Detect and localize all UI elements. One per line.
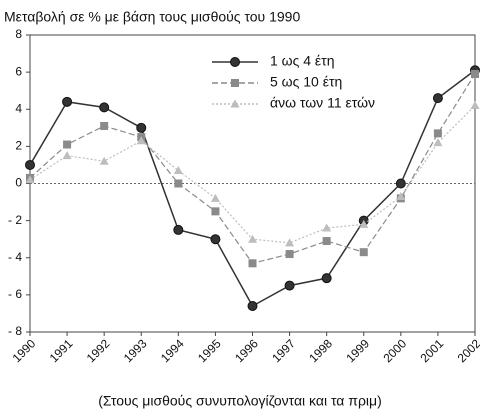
y-tick-label: 4 xyxy=(15,101,22,115)
chart-title: Μεταβολή σε % με βάση τους μισθούς του 1… xyxy=(4,9,300,25)
data-point xyxy=(100,121,109,130)
x-tick-label: 1998 xyxy=(306,336,335,365)
legend-label: 1 ως 4 έτη xyxy=(270,53,334,69)
data-point xyxy=(136,122,147,133)
legend-label: 5 ως 10 έτη xyxy=(270,74,342,90)
data-point xyxy=(321,273,332,284)
legend-marker xyxy=(231,79,239,87)
data-point xyxy=(470,101,480,110)
x-tick-label: 1995 xyxy=(195,336,224,365)
x-tick-label: 1991 xyxy=(47,336,76,365)
legend-marker xyxy=(230,57,240,67)
x-tick-label: 1990 xyxy=(10,336,39,365)
data-point xyxy=(433,138,443,147)
y-tick-label: - 8 xyxy=(8,324,22,338)
legend-label: άνω των 11 ετών xyxy=(270,95,375,111)
data-point xyxy=(62,96,73,107)
data-point xyxy=(322,237,331,246)
x-tick-label: 1999 xyxy=(343,336,372,365)
x-tick-label: 2002 xyxy=(455,336,480,365)
data-point xyxy=(99,102,110,113)
data-point xyxy=(471,69,479,78)
x-tick-label: 1997 xyxy=(269,336,298,365)
y-tick-label: 0 xyxy=(15,176,22,190)
y-tick-label: - 4 xyxy=(8,250,22,264)
data-point xyxy=(433,129,442,138)
data-point xyxy=(136,136,146,145)
data-point xyxy=(210,193,220,202)
series-line xyxy=(29,105,476,244)
data-point xyxy=(248,234,257,243)
data-point xyxy=(210,234,221,245)
data-point xyxy=(25,175,35,184)
data-point xyxy=(63,140,72,149)
x-tick-label: 1993 xyxy=(121,336,150,365)
y-tick-label: 2 xyxy=(15,139,22,153)
data-point xyxy=(322,223,332,232)
x-tick-label: 1994 xyxy=(158,336,187,365)
y-tick-label: 6 xyxy=(15,64,22,78)
data-point xyxy=(173,224,184,235)
data-point xyxy=(359,219,369,228)
data-point xyxy=(211,207,220,216)
data-point xyxy=(174,179,183,188)
data-point xyxy=(247,301,258,312)
plot-frame xyxy=(29,34,476,333)
series-line xyxy=(29,69,476,308)
data-point xyxy=(432,93,443,104)
data-point xyxy=(396,191,406,200)
x-tick-label: 1992 xyxy=(84,336,113,365)
data-point xyxy=(285,238,295,247)
x-tick-label: 1996 xyxy=(232,336,261,365)
legend-marker xyxy=(230,99,240,108)
data-point xyxy=(284,280,295,291)
x-tick-label: 2000 xyxy=(380,336,409,365)
y-tick-label: 8 xyxy=(15,27,22,41)
caption: (Στους μισθούς συνυπολογίζονται και τα π… xyxy=(98,393,382,409)
data-point xyxy=(25,159,35,170)
x-tick-label: 2001 xyxy=(417,336,446,365)
data-point xyxy=(99,156,109,165)
y-tick-label: - 2 xyxy=(8,213,22,227)
data-point xyxy=(395,178,406,189)
data-point xyxy=(285,250,294,259)
data-point xyxy=(359,248,368,257)
data-point xyxy=(62,151,72,160)
data-point xyxy=(248,259,257,268)
y-tick-label: - 6 xyxy=(8,287,22,301)
data-point xyxy=(173,166,183,175)
